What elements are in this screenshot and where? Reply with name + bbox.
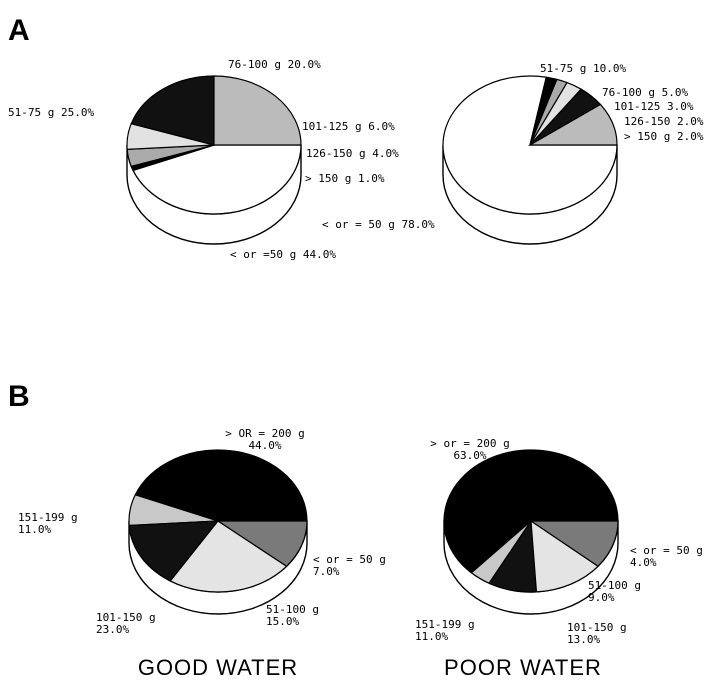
slice-label-line: 4.0% <box>630 556 657 569</box>
slice-label-2: 51-100 g 15.0% <box>266 603 319 628</box>
slice-label-5: 51-75 g 25.0% <box>8 106 94 119</box>
pie-slice-5 <box>213 75 302 146</box>
pie-slice-2 <box>128 520 220 582</box>
slice-label-line: 13.0% <box>567 633 600 646</box>
slice-label-3: 101-125 3.0% <box>614 100 694 113</box>
pie-chart-a-right: < or = 50 g 78.0% > 150 g 2.0% 126-150 2.0… <box>322 62 704 245</box>
slice-label-line: 11.0% <box>415 630 448 643</box>
slice-label-1: < or = 50 g 4.0% <box>630 544 703 569</box>
panel-letter-a: A <box>8 14 30 47</box>
slice-label-line: 7.0% <box>313 565 340 578</box>
pie-slice-3 <box>530 519 599 593</box>
slice-label-0: < or =50 g 44.0% <box>230 248 336 261</box>
slice-label-2: 126-150 2.0% <box>624 115 704 128</box>
pie-slice-0 <box>132 144 302 215</box>
slice-label-4: 151-199 g 11.0% <box>18 511 78 536</box>
slice-label-line: < or = 50 g <box>313 553 386 566</box>
pie-slice-3 <box>169 520 288 593</box>
slice-label-0: > OR = 200 g 44.0% <box>225 427 304 452</box>
slice-label-3: 101-150 g 23.0% <box>96 611 156 636</box>
slice-label-line: 9.0% <box>588 591 615 604</box>
slice-label-4: 151-199 g 11.0% <box>415 618 475 643</box>
slice-label-1: < or = 50 g 7.0% <box>313 553 386 578</box>
slice-label-line: 11.0% <box>18 523 51 536</box>
slice-label-4: 76-100 g 5.0% <box>602 86 688 99</box>
slice-label-line: 15.0% <box>266 615 299 628</box>
pie-chart-b-poor-water: > or = 200 g 63.0% < or = 50 g 4.0% 51-100 g… <box>415 437 703 646</box>
caption-poor-water: POOR WATER <box>444 655 602 680</box>
slice-label-3: 101-150 g 13.0% <box>567 621 627 646</box>
pie-slice-0 <box>442 75 618 215</box>
slice-label-line: > OR = 200 g <box>225 427 304 440</box>
slice-label-5: 51-75 g 10.0% <box>540 62 626 75</box>
slice-label-line: 51-100 g <box>266 603 319 616</box>
slice-label-3: 101-125 g 6.0% <box>302 120 395 133</box>
slice-label-line: 63.0% <box>453 449 486 462</box>
slice-label-line: 101-150 g <box>96 611 156 624</box>
slice-label-2: 126-150 g 4.0% <box>306 147 399 160</box>
slice-label-line: 44.0% <box>248 439 281 452</box>
pie-chart-b-good-water: > OR = 200 g 44.0% < or = 50 g 7.0% 51-100 g… <box>18 427 386 636</box>
slice-label-0: > or = 200 g 63.0% <box>430 437 509 462</box>
caption-good-water: GOOD WATER <box>138 655 298 680</box>
slice-label-line: 151-199 g <box>18 511 78 524</box>
pie-slice-0 <box>134 449 308 522</box>
pie-chart-a-left: < or =50 g 44.0% > 150 g 1.0% 126-150 g 4.… <box>8 58 399 261</box>
slice-label-line: 51-100 g <box>588 579 641 592</box>
slice-label-1: > 150 g 2.0% <box>624 130 704 143</box>
pie-slice-4 <box>529 520 619 568</box>
slice-label-line: < or = 50 g <box>630 544 703 557</box>
panel-letter-b: B <box>8 380 30 413</box>
pie-slice-4 <box>216 520 308 568</box>
slice-label-0: < or = 50 g 78.0% <box>322 218 435 231</box>
pie-slice-5 <box>527 103 618 146</box>
slice-label-line: 151-199 g <box>415 618 475 631</box>
slice-label-line: > or = 200 g <box>430 437 509 450</box>
slice-label-2: 51-100 g 9.0% <box>588 579 641 604</box>
slice-label-line: 101-150 g <box>567 621 627 634</box>
slice-label-line: 23.0% <box>96 623 129 636</box>
slice-label-1: > 150 g 1.0% <box>305 172 385 185</box>
slice-label-4: 76-100 g 20.0% <box>228 58 321 71</box>
pie-slice-4 <box>130 75 215 146</box>
pie-slice-0 <box>443 449 619 574</box>
